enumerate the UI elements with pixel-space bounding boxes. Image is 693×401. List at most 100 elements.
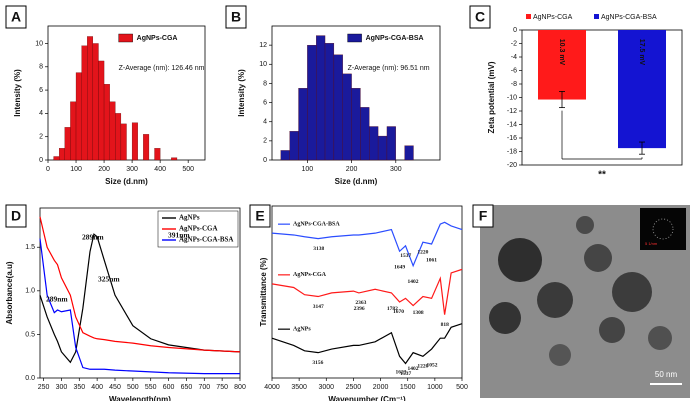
peak-label: 1052 — [427, 362, 438, 368]
y-axis-label: Intensity (%) — [13, 69, 22, 117]
particle — [489, 302, 521, 334]
panel-letter: F — [479, 208, 488, 224]
y-tick-label: -6 — [511, 67, 517, 74]
histogram-bar — [87, 36, 94, 161]
peak-label: 289nm — [82, 233, 104, 242]
y-tick-label: -14 — [507, 121, 517, 128]
histogram-bar — [75, 72, 82, 161]
histogram-bar — [351, 88, 361, 161]
legend-swatch — [118, 33, 133, 43]
peak-label: 3156 — [312, 360, 323, 366]
y-tick-label: 0.0 — [25, 375, 35, 382]
histogram-bar — [386, 126, 396, 161]
inset-scale: 5 1/nm — [645, 241, 658, 246]
x-tick-label: 2500 — [346, 384, 362, 391]
legend-label: AgNPs-CGA — [179, 225, 218, 233]
peak-label: 1537 — [400, 253, 411, 259]
x-axis-label: Size (d.nm) — [335, 177, 378, 186]
y-axis-label: Zeta potential (mV) — [487, 61, 496, 133]
histogram-bar — [324, 43, 335, 161]
y-tick-label: 0 — [39, 157, 43, 164]
histogram-bar — [342, 73, 352, 161]
panel-letter-box — [469, 5, 491, 29]
histogram-bar — [333, 54, 343, 161]
particle — [576, 216, 594, 234]
x-tick-label: 4000 — [264, 384, 280, 391]
x-tick-label: 550 — [145, 384, 157, 391]
peak-label: 1623 — [396, 370, 407, 376]
particle — [549, 344, 571, 366]
x-tick-label: 200 — [98, 166, 110, 173]
x-tick-label: 400 — [91, 384, 103, 391]
peak-label: 1308 — [413, 310, 424, 316]
histogram-bar — [115, 113, 122, 161]
y-axis-label: Transmittance (%) — [259, 257, 268, 326]
legend-swatch — [594, 14, 599, 19]
y-tick-label: 12 — [259, 42, 267, 49]
series-line — [39, 238, 240, 375]
y-tick-label: -16 — [507, 135, 517, 142]
peak-label: 1649 — [394, 265, 405, 271]
x-tick-label: 2000 — [373, 384, 389, 391]
x-tick-label: 300 — [126, 166, 138, 173]
legend-swatch — [347, 33, 362, 43]
x-tick-label: 500 — [182, 166, 194, 173]
x-tick-label: 450 — [109, 384, 121, 391]
histogram-bar — [360, 107, 370, 161]
histogram-bar — [143, 134, 150, 161]
x-tick-label: 1500 — [400, 384, 416, 391]
y-tick-label: 4 — [263, 119, 267, 126]
x-tick-label: 3000 — [318, 384, 334, 391]
panel-letter-box — [249, 204, 271, 228]
x-tick-label: 400 — [154, 166, 166, 173]
peak-label: 391nm — [168, 231, 190, 240]
y-tick-label: 8 — [39, 64, 43, 71]
series-label: AgNPs-CGA-BSA — [293, 222, 340, 228]
plot-frame — [271, 205, 463, 379]
x-tick-label: 100 — [302, 166, 314, 173]
panel-letter-box — [225, 5, 247, 29]
x-axis-label: Wavelength(nm) — [109, 395, 171, 401]
y-tick-label: -4 — [511, 54, 517, 61]
legend-box — [157, 210, 239, 248]
y-tick-label: -10 — [507, 94, 517, 101]
bar — [618, 30, 666, 149]
legend-label: AgNPs — [179, 214, 200, 222]
panel-letter-box — [5, 5, 27, 29]
legend-swatch — [526, 14, 531, 19]
series-label: AgNPs — [293, 327, 311, 333]
x-axis-label: Size (d.nm) — [105, 177, 148, 186]
histogram-bar — [289, 131, 299, 161]
histogram-bar — [307, 44, 317, 161]
plot-frame — [39, 207, 241, 379]
y-tick-label: 2 — [263, 138, 267, 145]
peak-label: 1537 — [400, 371, 411, 377]
peak-label: 1402 — [408, 366, 419, 372]
legend-label: AgNPs-CGA-BSA — [601, 14, 657, 21]
x-tick-label: 600 — [163, 384, 175, 391]
x-tick-label: 750 — [216, 384, 228, 391]
legend-label: AgNPs-CGA-BSA — [366, 35, 424, 42]
series-line — [271, 221, 463, 268]
x-tick-label: 800 — [234, 384, 246, 391]
y-tick-label: -20 — [507, 162, 517, 169]
x-tick-label: 100 — [70, 166, 82, 173]
x-tick-label: 700 — [198, 384, 210, 391]
y-tick-label: 2 — [39, 134, 43, 141]
value-label: 17.5 mV — [638, 39, 645, 66]
y-tick-label: 0 — [263, 157, 267, 164]
x-tick-label: 250 — [38, 384, 50, 391]
saed-inset — [640, 208, 686, 250]
histogram-bar — [316, 35, 326, 161]
series-line — [39, 216, 241, 353]
legend-label: AgNPs-CGA — [137, 35, 178, 42]
peak-label: 1782 — [387, 306, 398, 312]
x-tick-label: 350 — [73, 384, 85, 391]
y-tick-label: -8 — [511, 81, 517, 88]
peak-label: 1220 — [417, 364, 428, 370]
y-tick-label: -2 — [511, 40, 517, 47]
particle — [584, 244, 612, 272]
peak-label: 2396 — [354, 306, 365, 312]
x-tick-label: 200 — [346, 166, 358, 173]
